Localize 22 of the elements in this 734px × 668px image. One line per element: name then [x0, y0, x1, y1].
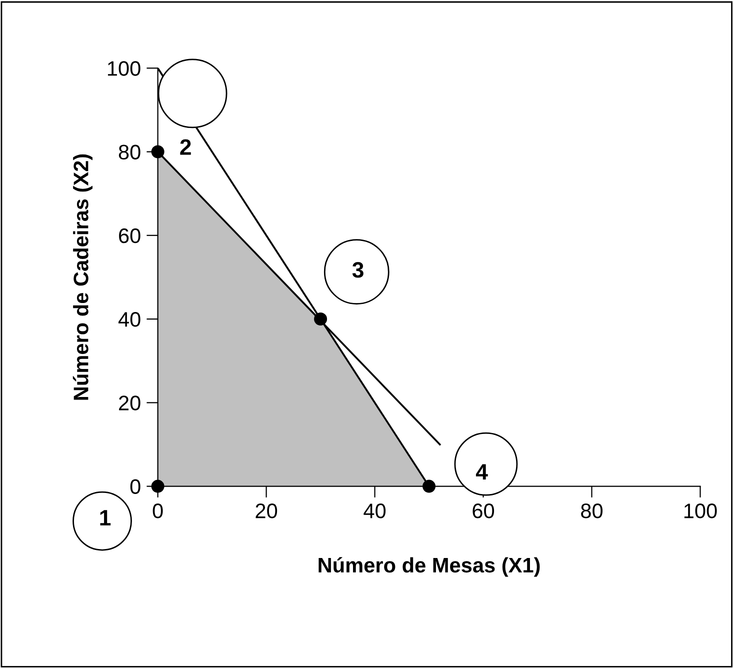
y-axis-title: Número de Cadeiras (X2): [72, 154, 92, 400]
x-tick-label: 80: [581, 504, 603, 518]
point: [314, 312, 328, 326]
y-tick-label: 100: [108, 61, 140, 76]
point: [422, 480, 436, 493]
y-tick-label: 0: [130, 479, 140, 494]
annotation: 2: [180, 139, 191, 155]
x-axis-title: Número de Mesas (X1): [318, 557, 540, 577]
x-tick-label: 60: [472, 504, 494, 518]
x-tick-label: 100: [684, 504, 717, 518]
y-tick-label: 20: [119, 396, 140, 410]
y-tick-label: 40: [118, 312, 140, 327]
x-tick-label: 0: [152, 504, 163, 518]
annotation: 1: [100, 510, 111, 526]
point: [151, 480, 164, 493]
y-tick-label: 60: [119, 228, 140, 244]
annotation: 4: [476, 464, 488, 480]
x-tick-label: 20: [256, 504, 278, 518]
x-tick-label: 40: [364, 504, 386, 518]
annotation: 3: [352, 262, 364, 278]
point: [151, 145, 164, 158]
y-tick-label: 80: [118, 144, 140, 160]
